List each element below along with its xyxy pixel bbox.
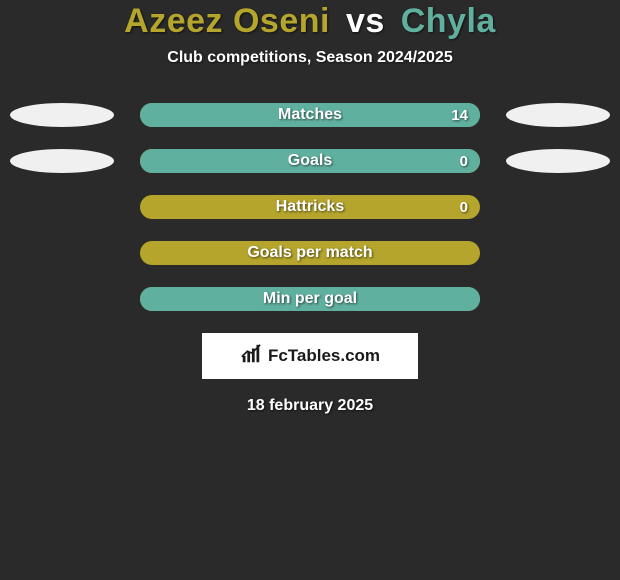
stat-bar: Goals0 [140,149,480,173]
stat-right-spacer [506,241,610,265]
stat-right-ellipse [506,103,610,127]
stat-row: Min per goal [0,287,620,311]
page-title: Azeez Oseni vs Chyla [0,2,620,41]
stat-left-spacer [10,195,114,219]
stat-right-spacer [506,195,610,219]
brand-badge: FcTables.com [202,333,418,379]
stat-bar: Goals per match [140,241,480,265]
stat-value: 0 [460,195,468,219]
stat-left-spacer [10,287,114,311]
stat-label: Min per goal [140,287,480,311]
stat-bar: Min per goal [140,287,480,311]
stat-left-ellipse [10,149,114,173]
player1-name: Azeez Oseni [124,2,330,40]
stat-label: Matches [140,103,480,127]
stat-right-spacer [506,287,610,311]
stat-left-spacer [10,241,114,265]
chart-icon [240,343,262,370]
subtitle: Club competitions, Season 2024/2025 [0,49,620,67]
stat-value: 0 [460,149,468,173]
stat-row: Hattricks0 [0,195,620,219]
stat-rows: Matches14Goals0Hattricks0Goals per match… [0,103,620,311]
stat-row: Matches14 [0,103,620,127]
stat-left-ellipse [10,103,114,127]
stat-row: Goals per match [0,241,620,265]
date-text: 18 february 2025 [0,397,620,415]
stat-right-ellipse [506,149,610,173]
stat-row: Goals0 [0,149,620,173]
vs-text: vs [346,2,385,40]
stat-bar: Hattricks0 [140,195,480,219]
comparison-infographic: Azeez Oseni vs Chyla Club competitions, … [0,0,620,580]
stat-label: Hattricks [140,195,480,219]
stat-value: 14 [451,103,468,127]
stat-label: Goals per match [140,241,480,265]
stat-label: Goals [140,149,480,173]
stat-bar: Matches14 [140,103,480,127]
player2-name: Chyla [401,2,496,40]
brand-text: FcTables.com [268,346,380,366]
